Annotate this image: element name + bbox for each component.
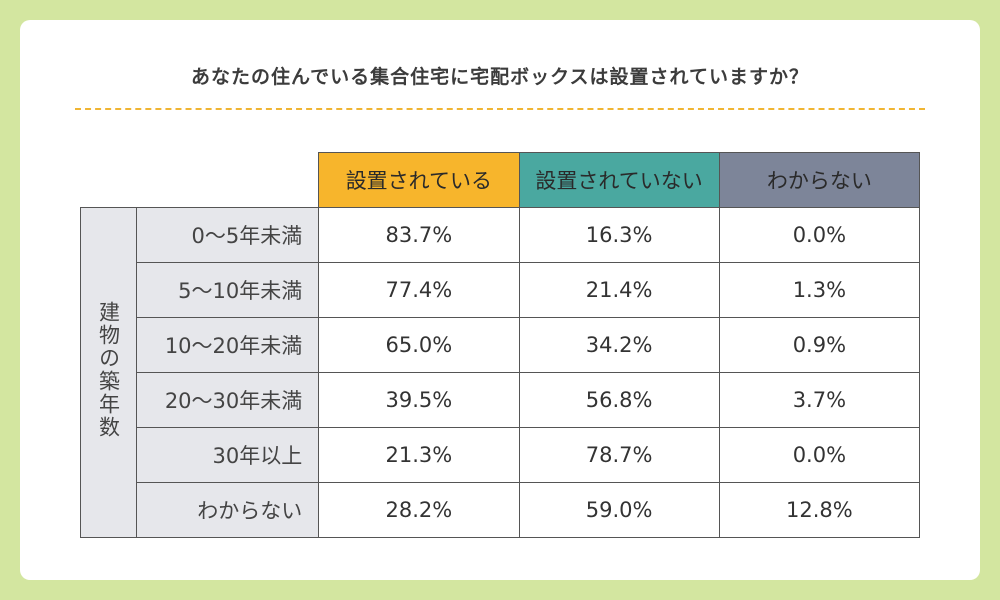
table-cell: 3.7% [718, 372, 921, 428]
table-header-row: 設置されている 設置されていない わからない [80, 152, 921, 208]
row-label: 5〜10年未満 [136, 262, 320, 318]
table-cell: 39.5% [318, 372, 520, 428]
table-row: 5〜10年未満 77.4% 21.4% 1.3% [81, 262, 921, 318]
table-cell: 16.3% [518, 207, 720, 263]
table-cell: 59.0% [518, 482, 720, 538]
table-cell: 83.7% [318, 207, 520, 263]
page-title: あなたの住んでいる集合住宅に宅配ボックスは設置されていますか？ [191, 66, 809, 88]
table-row: 建物の築年数 0〜5年未満 83.7% 16.3% 0.0% [79, 207, 921, 538]
table-row: 30年以上 21.3% 78.7% 0.0% [81, 427, 921, 483]
table-cell: 21.4% [518, 262, 720, 318]
table-cell: 1.3% [718, 262, 921, 318]
table-cell: 65.0% [318, 317, 520, 373]
row-label: 10〜20年未満 [136, 317, 320, 373]
table-corner [80, 152, 319, 208]
table-cell: 0.0% [718, 207, 921, 263]
table-cell: 34.2% [518, 317, 720, 373]
column-header-not-installed: 設置されていない [518, 152, 720, 208]
table-cell: 56.8% [518, 372, 720, 428]
title-divider [75, 108, 925, 110]
table-cell: 0.0% [718, 427, 921, 483]
table-cell: 77.4% [318, 262, 520, 318]
row-group-label-text: 建物の築年数 [96, 301, 121, 439]
table-row: わからない 28.2% 59.0% 12.8% [81, 482, 921, 538]
table-cell: 78.7% [518, 427, 720, 483]
table-cell: 28.2% [318, 482, 520, 538]
column-header-unknown: わからない [718, 152, 921, 208]
row-label: 0〜5年未満 [136, 207, 320, 263]
row-label: わからない [136, 482, 320, 538]
table-row: 20〜30年未満 39.5% 56.8% 3.7% [81, 372, 921, 428]
table-row: 10〜20年未満 65.0% 34.2% 0.9% [81, 317, 921, 373]
column-header-installed: 設置されている [318, 152, 520, 208]
row-label: 30年以上 [136, 427, 320, 483]
survey-table: 設置されている 設置されていない わからない 建物の築年数 0〜5年未満 83.… [79, 152, 921, 538]
row-label: 20〜30年未満 [136, 372, 320, 428]
table-cell: 21.3% [318, 427, 520, 483]
table-cell: 0.9% [718, 317, 921, 373]
row-group-label: 建物の築年数 [79, 207, 138, 538]
table-cell: 12.8% [718, 482, 921, 538]
